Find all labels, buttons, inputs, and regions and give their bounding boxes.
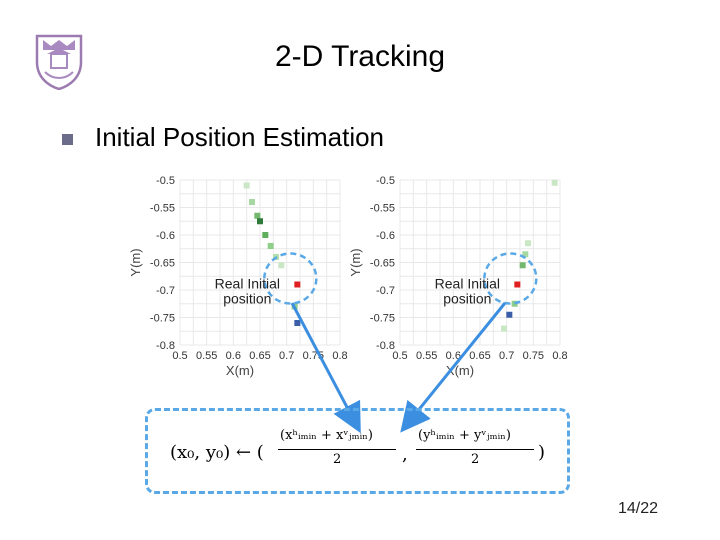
formula-lhs: (x₀, y₀) ← ( — [170, 442, 264, 463]
data-point — [551, 179, 558, 186]
x-tick-label: 0.75 — [523, 350, 544, 362]
formula-denominator-y: 2 — [471, 452, 480, 467]
y-tick-label: -0.6 — [376, 230, 395, 242]
data-point — [267, 243, 274, 249]
y-tick-label: -0.8 — [376, 340, 395, 352]
page-number: 14/22 — [618, 500, 659, 517]
y-tick-label: -0.7 — [376, 285, 395, 297]
university-seal-icon — [35, 34, 83, 90]
initial-position-formula: (x₀, y₀) ← ( (xʰᵢₘᵢₙ + xᵛⱼₘᵢₙ) 2 , (yʰᵢₘ… — [170, 428, 560, 478]
real-initial-annotation: Real Initial — [435, 276, 500, 292]
y-tick-label: -0.7 — [156, 285, 175, 297]
scatter-chart-left-canvas: -0.5 -0.55 -0.6 -0.65 -0.7 -0.75 -0.80.5 0.55 0.… — [128, 175, 348, 378]
scatter-chart-right: -0.5 -0.55 -0.6 -0.65 -0.7 -0.75 -0.8 0.5 0.55 0.… — [345, 170, 575, 385]
data-point — [278, 262, 285, 269]
data-point — [254, 212, 261, 219]
data-point — [522, 251, 529, 258]
real-initial-point — [294, 281, 301, 288]
x-tick-label: 0.6 — [446, 350, 461, 362]
x-tick-label: 0.6 — [226, 350, 241, 362]
x-tick-label: 0.55 — [196, 350, 217, 362]
x-tick-label: 0.65 — [249, 350, 270, 362]
y-tick-label: -0.55 — [150, 203, 175, 215]
x-axis-label: X(m) — [226, 363, 254, 378]
data-point — [501, 325, 507, 332]
formula-fraction-bar-x — [278, 449, 396, 450]
scatter-chart-left: -0.5 -0.55 -0.6 -0.65 -0.7 -0.75 -0.8 0.5 0.55 0.… — [125, 170, 355, 385]
data-point — [257, 218, 263, 225]
highlight-circle — [483, 252, 538, 305]
y-axis-label: Y(m) — [128, 248, 143, 276]
real-initial-point — [514, 281, 521, 288]
y-tick-label: -0.65 — [370, 258, 395, 270]
formula-numerator-y: (yʰᵢₘᵢₙ + yᵛⱼₘᵢₙ) — [418, 428, 511, 443]
scatter-chart-right-canvas: -0.5 -0.55 -0.6 -0.65 -0.7 -0.75 -0.80.5 0.55 0.… — [348, 175, 568, 378]
data-point — [262, 232, 269, 238]
formula-denominator-x: 2 — [333, 452, 342, 467]
real-initial-annotation: position — [443, 291, 491, 307]
y-tick-label: -0.55 — [370, 203, 395, 215]
data-point — [249, 199, 255, 205]
real-initial-annotation: position — [223, 291, 271, 307]
formula-close-paren: ) — [538, 442, 546, 463]
x-tick-label: 0.8 — [332, 350, 347, 362]
formula-fraction-bar-y — [416, 449, 534, 450]
data-point — [506, 311, 513, 318]
x-tick-label: 0.5 — [392, 350, 407, 362]
data-point — [243, 182, 250, 189]
data-point — [294, 320, 301, 326]
y-tick-label: -0.65 — [150, 258, 175, 270]
x-tick-label: 0.5 — [172, 350, 187, 362]
x-tick-label: 0.55 — [416, 350, 437, 362]
bullet-text: Initial Position Estimation — [95, 122, 385, 152]
x-tick-label: 0.8 — [552, 350, 567, 362]
real-initial-annotation: Real Initial — [215, 276, 280, 292]
bullet-square-icon — [62, 134, 73, 145]
highlight-circle — [263, 252, 318, 305]
y-tick-label: -0.75 — [370, 313, 395, 325]
x-tick-label: 0.65 — [469, 350, 490, 362]
x-tick-label: 0.7 — [279, 350, 294, 362]
formula-box — [145, 408, 570, 494]
arrow-left — [290, 302, 361, 434]
data-point — [519, 262, 526, 269]
y-axis-label: Y(m) — [348, 248, 363, 276]
y-tick-label: -0.75 — [150, 313, 175, 325]
y-tick-label: -0.6 — [156, 230, 175, 242]
slide-title: 2-D Tracking — [274, 40, 446, 73]
arrow-right — [400, 302, 507, 433]
y-tick-label: -0.8 — [156, 340, 175, 352]
x-tick-label: 0.7 — [499, 350, 514, 362]
y-tick-label: -0.5 — [376, 175, 395, 187]
formula-separator: , — [402, 444, 408, 465]
y-tick-label: -0.5 — [156, 175, 175, 187]
data-point — [525, 240, 531, 247]
formula-numerator-x: (xʰᵢₘᵢₙ + xᵛⱼₘᵢₙ) — [280, 428, 373, 443]
